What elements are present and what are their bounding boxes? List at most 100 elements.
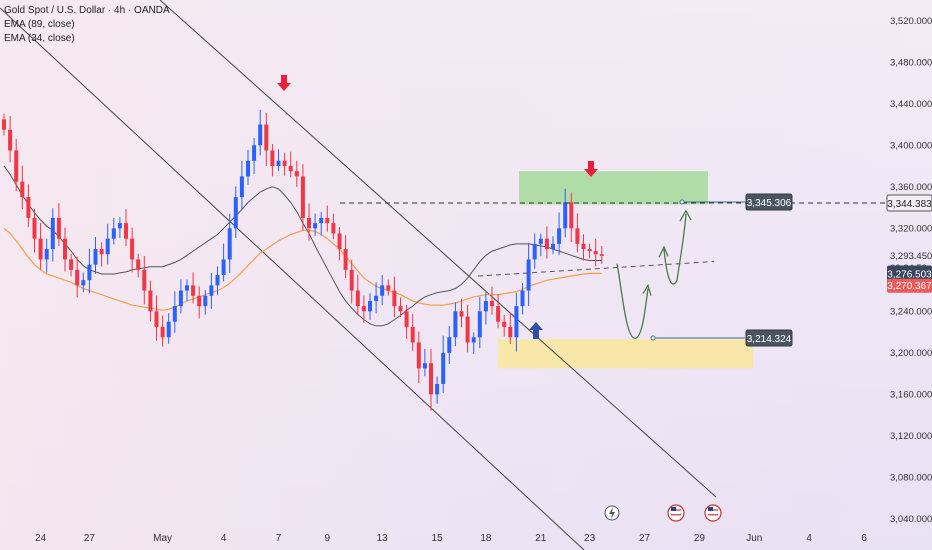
candle[interactable] <box>160 315 165 347</box>
down-arrow-marker-icon[interactable] <box>584 161 598 177</box>
candle[interactable] <box>142 256 147 305</box>
candle[interactable] <box>581 234 586 261</box>
candle[interactable] <box>105 223 110 265</box>
support-level-label[interactable]: 3,214.324 <box>745 329 793 347</box>
candle[interactable] <box>252 137 257 174</box>
down-arrow-marker-icon[interactable] <box>277 75 291 91</box>
candle[interactable] <box>343 235 348 279</box>
candle[interactable] <box>2 113 6 136</box>
candle[interactable] <box>20 165 25 210</box>
candle[interactable] <box>520 283 525 315</box>
candle[interactable] <box>368 293 372 320</box>
candle[interactable] <box>538 233 543 257</box>
candle[interactable] <box>81 272 86 293</box>
candle[interactable] <box>508 312 513 344</box>
candle[interactable] <box>221 243 226 282</box>
channel-upper-line[interactable] <box>159 0 717 498</box>
candle[interactable] <box>404 304 409 339</box>
candle[interactable] <box>117 217 122 238</box>
candle[interactable] <box>374 282 379 314</box>
ema-fast-legend[interactable]: EMA (34, close) <box>4 33 75 44</box>
candle[interactable] <box>26 184 31 228</box>
candle[interactable] <box>441 335 446 393</box>
candle[interactable] <box>477 296 482 349</box>
candle[interactable] <box>294 160 299 187</box>
candle[interactable] <box>319 212 324 236</box>
candle[interactable] <box>63 227 67 272</box>
candle[interactable] <box>185 279 189 302</box>
candle[interactable] <box>398 297 403 318</box>
candle[interactable] <box>258 109 263 156</box>
candle[interactable] <box>361 295 366 323</box>
candle[interactable] <box>569 192 574 242</box>
resistance-anchor-point[interactable] <box>679 199 685 205</box>
support-zone[interactable] <box>498 339 753 369</box>
candle[interactable] <box>557 212 562 256</box>
candle[interactable] <box>69 253 74 277</box>
candle[interactable] <box>465 304 470 353</box>
candle[interactable] <box>50 208 55 262</box>
candle[interactable] <box>551 236 555 254</box>
candle[interactable] <box>587 243 592 259</box>
candle[interactable] <box>246 149 250 185</box>
candle[interactable] <box>203 290 208 315</box>
candle[interactable] <box>209 273 214 309</box>
candle[interactable] <box>172 291 177 333</box>
ema-34-price-label[interactable]: 3,276.503 <box>887 265 932 282</box>
candle[interactable] <box>355 274 360 315</box>
candle[interactable] <box>447 326 452 364</box>
candle[interactable] <box>300 164 305 231</box>
candle[interactable] <box>148 280 153 322</box>
candle[interactable] <box>502 314 507 337</box>
candle[interactable] <box>44 238 49 273</box>
candle[interactable] <box>483 292 488 325</box>
candle[interactable] <box>349 259 354 304</box>
candle[interactable] <box>14 138 19 192</box>
candle[interactable] <box>325 205 330 232</box>
candle[interactable] <box>544 226 549 259</box>
ema-slow-legend[interactable]: EMA (89, close) <box>4 19 75 30</box>
candle[interactable] <box>288 151 293 178</box>
candle[interactable] <box>526 243 531 306</box>
candle[interactable] <box>435 376 440 404</box>
symbol-title[interactable]: Gold Spot / U.S. Dollar · 4h · OANDA <box>4 5 170 16</box>
candle[interactable] <box>459 298 464 328</box>
resistance-level-label[interactable]: 3,345.306 <box>745 193 793 211</box>
candle[interactable] <box>514 292 519 352</box>
candle[interactable] <box>233 186 238 239</box>
dashed-level-price-label[interactable]: 3,344.383 <box>886 194 932 212</box>
candle[interactable] <box>386 279 391 296</box>
candle[interactable] <box>416 331 421 383</box>
candle[interactable] <box>178 279 183 314</box>
candle[interactable] <box>331 213 336 240</box>
candle[interactable] <box>422 348 427 377</box>
candle[interactable] <box>313 213 318 237</box>
candle[interactable] <box>410 313 415 351</box>
candle[interactable] <box>93 236 98 274</box>
candle[interactable] <box>191 272 196 304</box>
ema-89-price-label[interactable]: 3,270.367 <box>887 278 932 293</box>
candle[interactable] <box>270 143 275 177</box>
candle[interactable] <box>453 302 458 347</box>
candle[interactable] <box>575 213 580 253</box>
candle[interactable] <box>124 209 128 247</box>
candle[interactable] <box>215 266 220 295</box>
candle[interactable] <box>8 115 13 163</box>
candle[interactable] <box>197 286 202 319</box>
candle[interactable] <box>99 242 104 267</box>
candle[interactable] <box>496 294 501 329</box>
candle[interactable] <box>490 286 494 315</box>
candle[interactable] <box>532 233 537 269</box>
candle[interactable] <box>307 203 311 241</box>
candle[interactable] <box>38 223 43 270</box>
channel-lower-line[interactable] <box>0 7 585 550</box>
candle[interactable] <box>593 239 598 267</box>
candle[interactable] <box>264 112 269 166</box>
up-arrow-marker-icon[interactable] <box>529 322 543 339</box>
candle[interactable] <box>282 153 287 176</box>
candle[interactable] <box>563 188 568 238</box>
candle[interactable] <box>276 149 281 171</box>
candle[interactable] <box>136 253 141 278</box>
resistance-zone[interactable] <box>519 171 708 205</box>
